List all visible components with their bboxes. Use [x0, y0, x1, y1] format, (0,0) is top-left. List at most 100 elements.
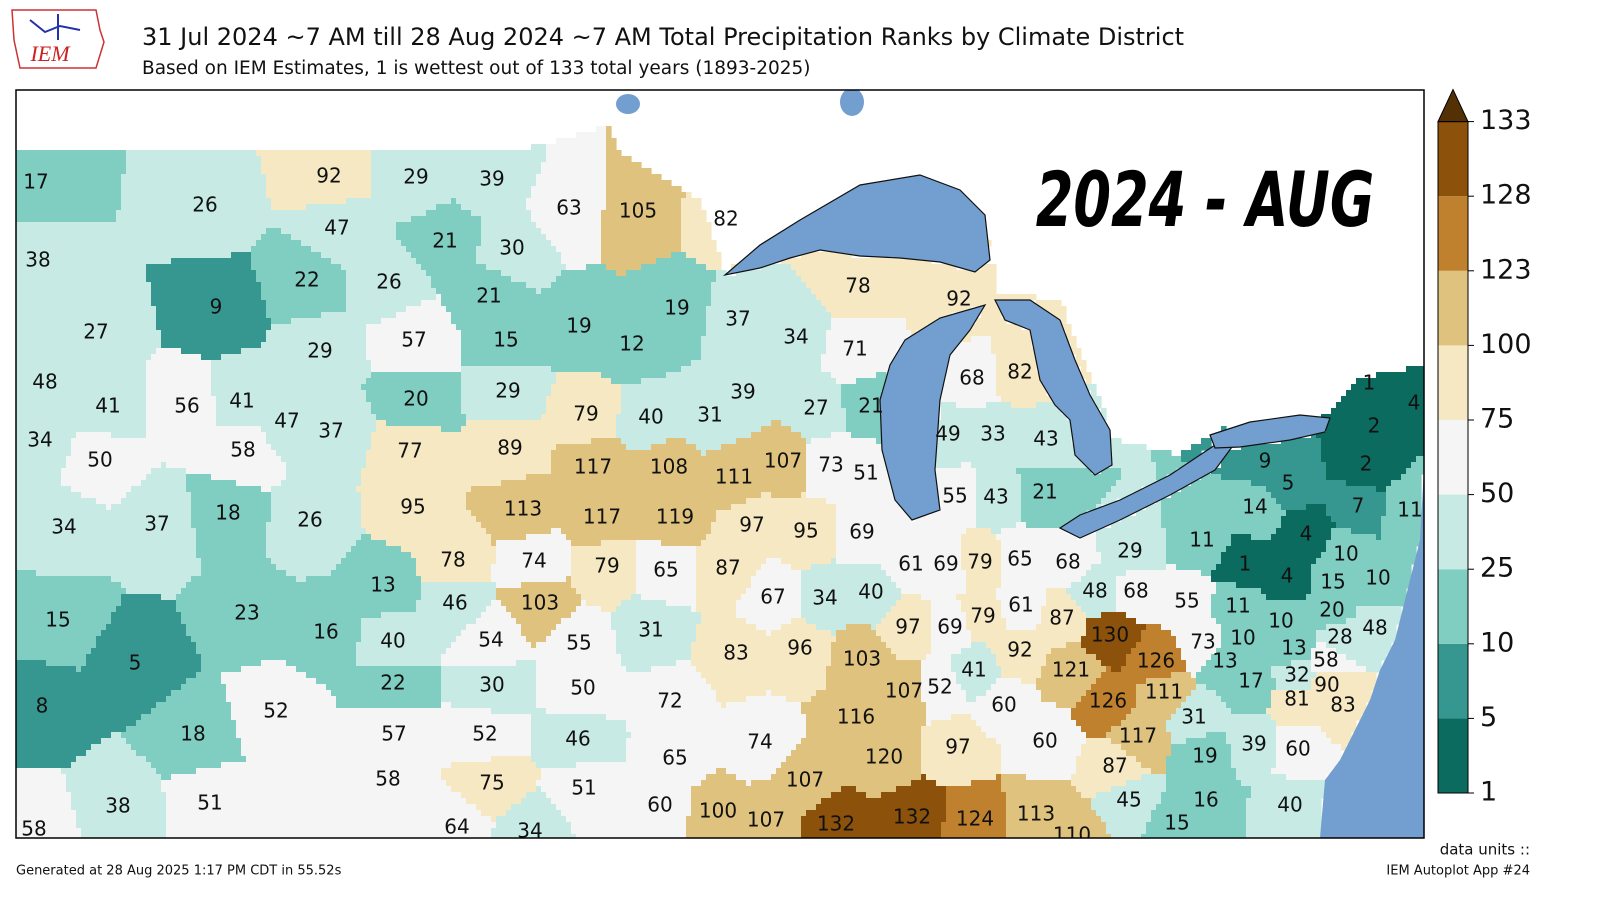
district-fill	[681, 360, 692, 367]
district-fill	[666, 372, 682, 379]
district-fill	[31, 408, 72, 415]
district-fill	[996, 366, 1037, 373]
colorbar-segment	[1438, 345, 1468, 420]
district-fill	[431, 276, 457, 283]
district-fill	[81, 666, 202, 673]
district-fill	[621, 714, 717, 721]
district-fill	[1181, 486, 1207, 493]
district-fill	[961, 564, 1002, 571]
district-fill	[1266, 576, 1312, 583]
district-fill	[196, 672, 222, 679]
district-fill	[741, 822, 802, 829]
district-fill	[941, 654, 952, 661]
district-fill	[361, 612, 382, 619]
district-fill	[16, 810, 77, 817]
district-fill	[1086, 384, 1097, 391]
district-fill	[801, 606, 852, 613]
district-fill	[1356, 582, 1412, 589]
district-fill	[616, 270, 627, 277]
district-fill	[761, 468, 807, 475]
district-fill	[151, 300, 267, 307]
district-fill	[1076, 768, 1152, 775]
district-fill	[1216, 690, 1222, 697]
district-fill	[496, 582, 522, 589]
district-fill	[1126, 612, 1157, 619]
district-fill	[271, 216, 387, 223]
district-fill	[1346, 570, 1357, 577]
district-rank: 121	[1052, 658, 1090, 682]
district-fill	[1326, 642, 1362, 649]
district-fill	[801, 492, 807, 499]
district-fill	[136, 720, 237, 727]
district-fill	[371, 174, 457, 181]
district-fill	[1086, 570, 1117, 577]
district-fill	[801, 276, 912, 283]
district-fill	[16, 240, 127, 247]
colorbar-tick-label: 50	[1480, 478, 1514, 509]
district-fill	[626, 696, 717, 703]
district-fill	[111, 504, 192, 511]
district-fill	[626, 780, 672, 787]
district-fill	[781, 420, 847, 427]
district-fill	[16, 828, 82, 835]
colorbar-tick-label: 100	[1480, 329, 1532, 360]
district-fill	[541, 336, 607, 343]
district-fill	[996, 360, 1037, 367]
district-fill	[766, 654, 832, 661]
district-fill	[636, 570, 697, 577]
district-fill	[366, 528, 437, 535]
district-fill	[571, 546, 637, 553]
district-fill	[1131, 708, 1147, 715]
district-fill	[1226, 684, 1277, 691]
district-fill	[651, 318, 707, 325]
district-fill	[1116, 588, 1162, 595]
district-fill	[1141, 636, 1177, 643]
district-fill	[111, 534, 197, 541]
district-fill	[276, 654, 357, 661]
district-fill	[1081, 534, 1097, 541]
district-fill	[626, 768, 632, 775]
district-fill	[426, 624, 467, 631]
district-rank: 19	[664, 296, 689, 320]
district-fill	[56, 480, 62, 487]
district-fill	[1046, 540, 1097, 547]
district-rank: 4	[1408, 391, 1421, 415]
district-fill	[1356, 576, 1412, 583]
district-fill	[76, 756, 147, 763]
district-fill	[631, 480, 702, 487]
district-fill	[1221, 642, 1227, 649]
district-rank: 29	[1117, 539, 1142, 563]
district-fill	[746, 696, 787, 703]
district-fill	[1216, 582, 1237, 589]
district-fill	[356, 486, 467, 493]
district-rank: 52	[927, 675, 952, 699]
district-fill	[1356, 378, 1397, 385]
district-fill	[771, 420, 782, 427]
district-fill	[1311, 690, 1342, 697]
district-fill	[691, 606, 697, 613]
district-fill	[1401, 474, 1422, 481]
district-fill	[16, 348, 67, 355]
district-fill	[461, 342, 547, 349]
district-fill	[216, 420, 262, 427]
district-fill	[1271, 666, 1312, 673]
district-fill	[261, 426, 312, 433]
district-fill	[1346, 390, 1392, 397]
district-fill	[1071, 714, 1127, 721]
district-fill	[1406, 366, 1424, 373]
district-fill	[841, 396, 882, 403]
district-fill	[681, 210, 707, 217]
district-fill	[1021, 504, 1097, 511]
district-fill	[416, 258, 477, 265]
district-fill	[566, 534, 642, 541]
district-fill	[966, 618, 1007, 625]
district-fill	[531, 738, 627, 745]
district-fill	[1201, 666, 1242, 673]
district-fill	[791, 564, 812, 571]
district-fill	[16, 342, 57, 349]
district-fill	[221, 564, 277, 571]
district-fill	[1041, 630, 1087, 637]
district-fill	[71, 450, 157, 457]
district-fill	[846, 582, 897, 589]
